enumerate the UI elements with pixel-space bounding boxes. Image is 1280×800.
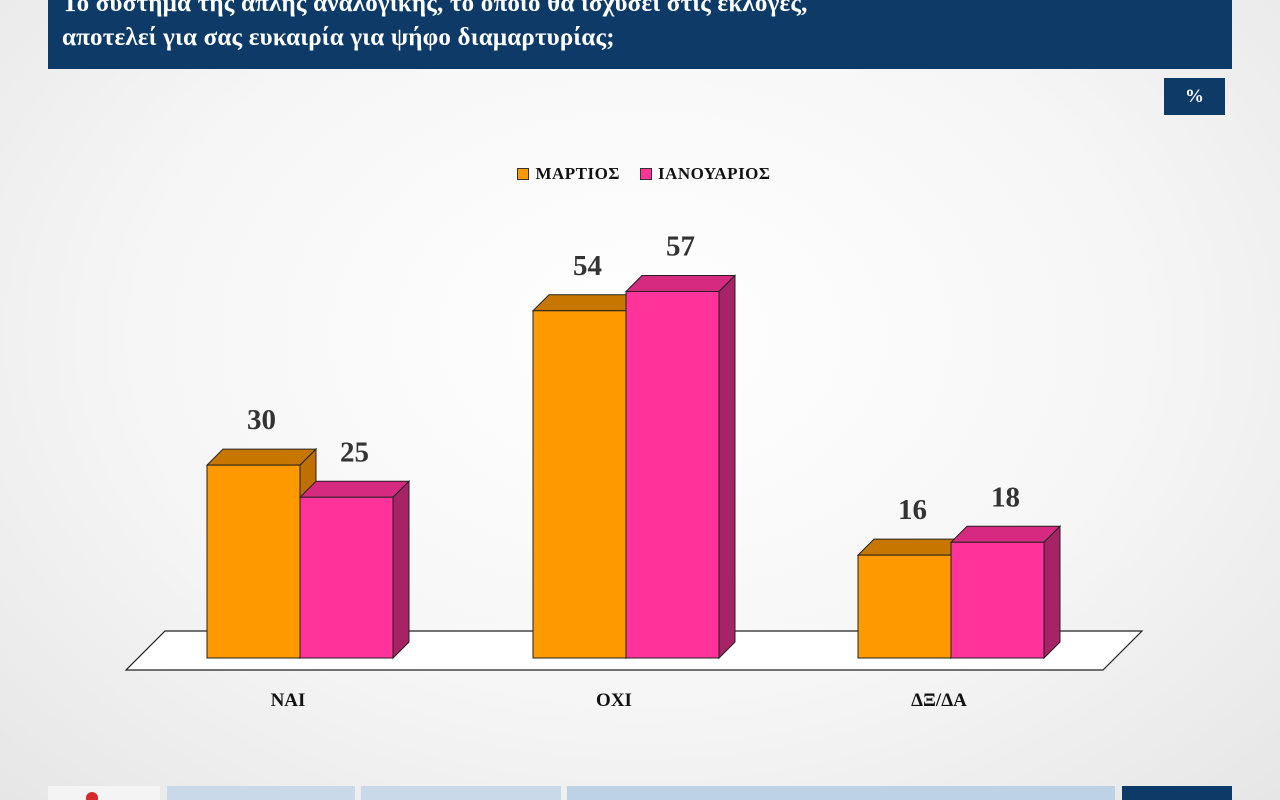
footer-brand-block	[1122, 786, 1232, 800]
bar-1-0	[532, 310, 627, 659]
data-label-2-0: 16	[898, 494, 927, 526]
title-line-2: αποτελεί για σας ευκαιρία για ψήφο διαμα…	[62, 24, 615, 51]
legend-label-series-2: ΙΑΝΟΥΑΡΙΟΣ	[657, 164, 771, 183]
data-label-0-0: 30	[247, 404, 276, 436]
bar-top-0-1	[298, 480, 411, 498]
legend-swatch-series-2	[639, 168, 652, 180]
footer-panel-3	[567, 786, 1115, 800]
bar-1-1	[625, 290, 720, 659]
legend-label-series-1: ΜΑΡΤΙΟΣ	[535, 164, 620, 183]
bar-2-1	[950, 541, 1045, 659]
legend-item-series-2: ΙΑΝΟΥΑΡΙΟΣ	[639, 164, 771, 184]
footer-panel-2	[361, 786, 561, 800]
data-label-2-1: 18	[991, 481, 1020, 513]
bar-top-0-0	[205, 448, 318, 466]
data-label-1-0: 54	[573, 250, 602, 282]
bar-2-0	[857, 554, 952, 659]
footer-strip	[0, 786, 1280, 800]
legend-swatch-series-1	[517, 168, 530, 180]
title-bar: Το σύστημα της απλής αναλογικής, το οποί…	[48, 0, 1232, 69]
footer-logo-block	[48, 786, 160, 800]
bar-0-0	[206, 464, 301, 659]
chart-legend: ΜΑΡΤΙΟΣ ΙΑΝΟΥΑΡΙΟΣ	[0, 163, 1280, 185]
category-label-2: ΔΞ/ΔΑ	[911, 690, 967, 711]
category-label-0: ΝΑΙ	[271, 690, 306, 711]
category-label-1: ΟΧΙ	[596, 690, 632, 711]
logo-mark-icon	[86, 792, 98, 800]
legend-item-series-1: ΜΑΡΤΙΟΣ	[517, 164, 620, 184]
bar-0-1	[299, 496, 394, 659]
footer-panel-1	[167, 786, 355, 800]
title-line-1: Το σύστημα της απλής αναλογικής, το οποί…	[62, 0, 808, 17]
unit-badge: %	[1164, 78, 1225, 115]
bar-top-2-1	[949, 525, 1062, 543]
bar-side-0-1	[392, 480, 410, 660]
data-label-1-1: 57	[666, 230, 695, 262]
data-label-0-1: 25	[340, 436, 369, 468]
chart-title: Το σύστημα της απλής αναλογικής, το οποί…	[62, 0, 1222, 55]
bar-side-1-1	[718, 274, 736, 660]
bar-top-1-1	[624, 274, 737, 292]
bar-side-2-1	[1043, 525, 1061, 660]
